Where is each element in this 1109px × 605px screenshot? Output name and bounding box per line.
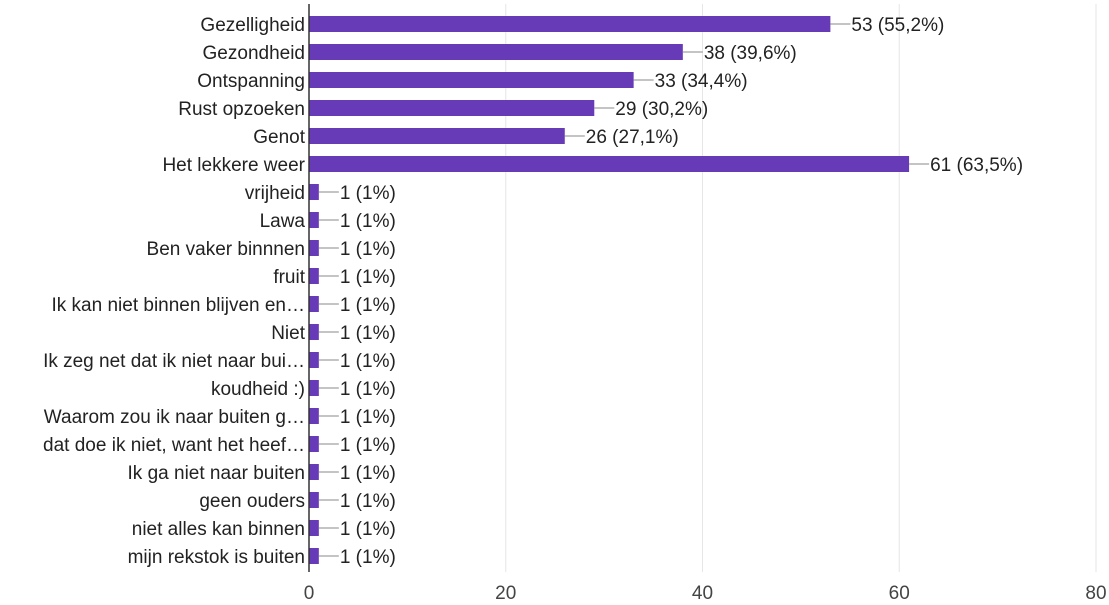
bar [309,548,319,564]
bars [309,16,910,564]
bar [309,16,831,32]
category-label: Genot [253,127,305,148]
value-labels: 53 (55,2%) 38 (39,6%) 33 (34,4%) 29 (30,2%)… [340,15,1023,568]
bar [309,240,319,256]
x-axis-ticks: 0 20 40 60 80 [304,583,1107,604]
category-label: Ontspanning [197,71,305,92]
data-label: 1 (1%) [340,323,396,344]
category-label: koudheid :) [211,379,305,400]
bar [309,520,319,536]
data-label: 1 (1%) [340,547,396,568]
x-tick-label: 40 [692,583,713,604]
category-label: geen ouders [199,491,305,512]
category-labels: Gezelligheid Gezondheid Ontspanning Rust op… [43,15,306,568]
data-label: 61 (63,5%) [930,155,1023,176]
data-label: 33 (34,4%) [655,71,748,92]
category-label: Lawa [260,211,306,232]
bar [309,408,319,424]
category-label: Rust opzoeken [178,99,305,120]
data-label: 1 (1%) [340,267,396,288]
x-tick-label: 60 [889,583,910,604]
bar [309,72,634,88]
category-label: dat doe ik niet, want het heef… [43,435,305,456]
category-label: Ik kan niet binnen blijven en… [52,295,306,316]
data-label: 1 (1%) [340,435,396,456]
category-label: Ik zeg net dat ik niet naar bui… [43,351,305,372]
category-label: Ik ga niet naar buiten [128,463,305,484]
bar [309,156,910,172]
x-tick-label: 80 [1085,583,1106,604]
data-label: 29 (30,2%) [615,99,708,120]
data-label: 1 (1%) [340,295,396,316]
grid-lines [505,4,1097,572]
data-label: 1 (1%) [340,491,396,512]
bar [309,100,595,116]
bar [309,436,319,452]
bar [309,212,319,228]
data-label: 1 (1%) [340,463,396,484]
category-label: Waarom zou ik naar buiten g… [44,407,305,428]
bar [309,184,319,200]
data-label: 1 (1%) [340,239,396,260]
category-label: Gezondheid [203,43,305,64]
bar [309,44,683,60]
x-tick-label: 20 [495,583,516,604]
x-tick-label: 0 [304,583,315,604]
bar [309,128,565,144]
data-label: 38 (39,6%) [704,43,797,64]
data-label: 1 (1%) [340,211,396,232]
data-label: 1 (1%) [340,407,396,428]
data-label: 26 (27,1%) [586,127,679,148]
data-label: 1 (1%) [340,183,396,204]
category-label: niet alles kan binnen [132,519,305,540]
data-label: 1 (1%) [340,351,396,372]
category-label: fruit [273,267,305,288]
category-label: Ben vaker binnnen [147,239,305,260]
bar [309,464,319,480]
data-label: 53 (55,2%) [851,15,944,36]
data-label: 1 (1%) [340,519,396,540]
bar [309,380,319,396]
category-label: vrijheid [245,183,305,204]
category-label: mijn rekstok is buiten [128,547,305,568]
bar [309,324,319,340]
category-label: Gezelligheid [200,15,305,36]
bar [309,492,319,508]
category-label: Het lekkere weer [162,155,305,176]
data-label: 1 (1%) [340,379,396,400]
bar [309,352,319,368]
bar [309,268,319,284]
category-label: Niet [271,323,306,344]
label-connectors [318,23,930,557]
bar [309,296,319,312]
